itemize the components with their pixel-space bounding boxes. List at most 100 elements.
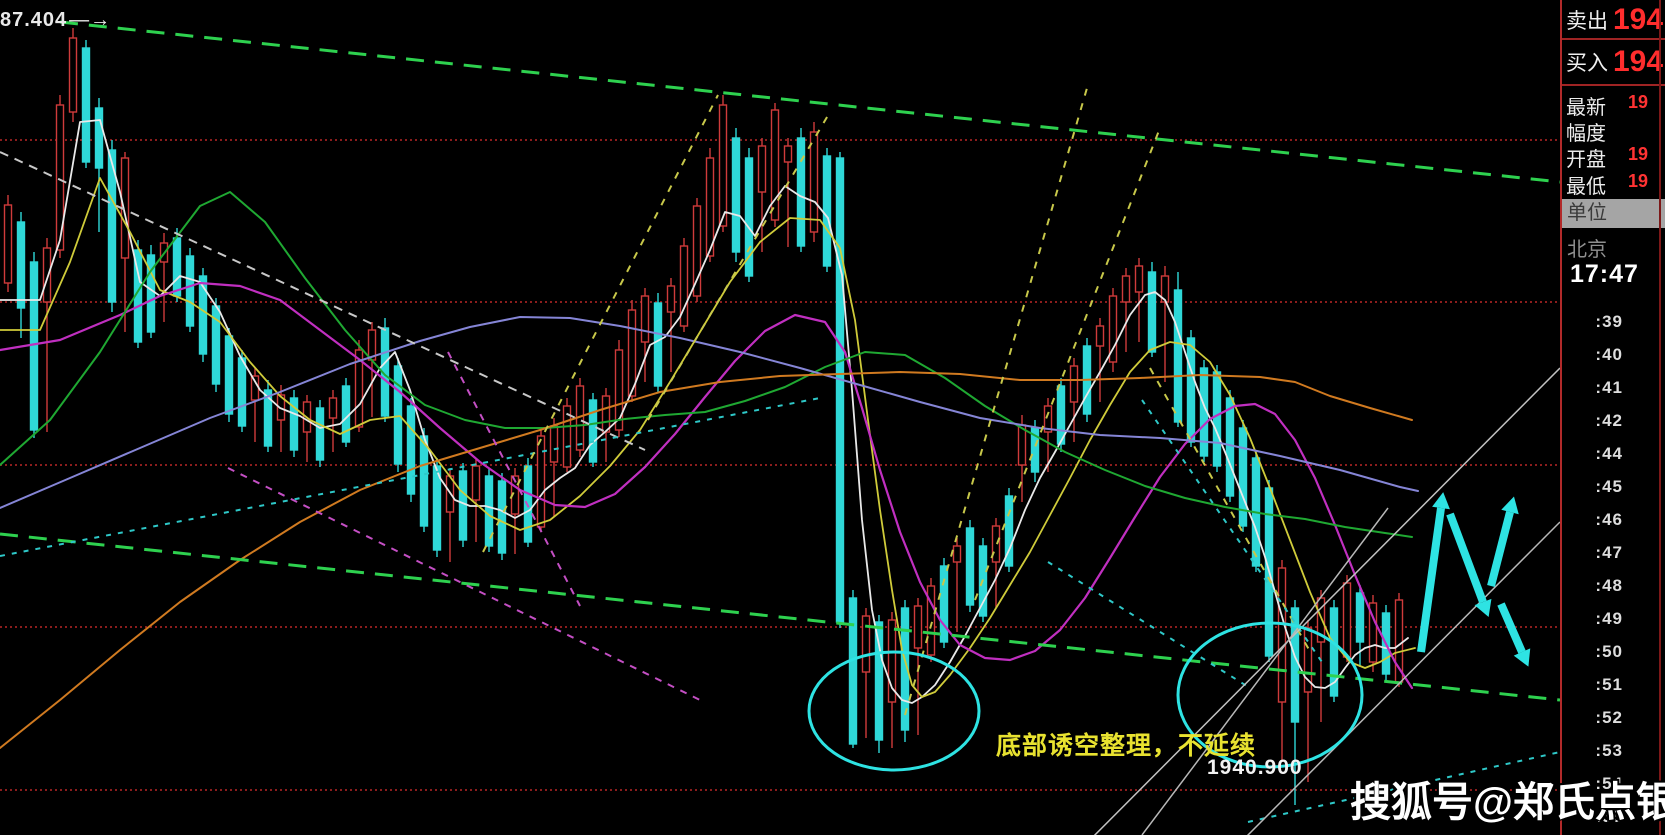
n-pattern-up-2	[1487, 496, 1519, 587]
candle	[744, 148, 754, 282]
buy-label: 买入	[1566, 52, 1608, 75]
minute-label: :50	[1595, 642, 1623, 661]
cyan-ascending-bottom	[1247, 751, 1560, 823]
candle	[796, 128, 806, 252]
analysis-annotation: 底部诱空整理，不延续	[996, 732, 1257, 760]
candle	[1043, 398, 1053, 472]
candle	[1121, 268, 1131, 352]
candle	[341, 378, 351, 447]
ma-yellow	[0, 177, 1416, 698]
channel-upper-green	[59, 20, 1560, 184]
candle	[965, 520, 975, 612]
candle	[497, 473, 507, 560]
candle	[640, 288, 650, 382]
ma-green	[0, 191, 1413, 538]
minute-label: :45	[1595, 477, 1623, 496]
n-pattern-down-2	[1497, 602, 1531, 667]
candle	[1329, 600, 1339, 702]
ma-periwinkle	[0, 316, 1419, 509]
candle	[211, 298, 221, 392]
low-circle-2	[1176, 621, 1364, 769]
candle	[1095, 318, 1105, 402]
candle	[536, 428, 546, 532]
candle	[1277, 560, 1287, 762]
candle	[679, 238, 689, 332]
sell-price: 194	[1613, 3, 1664, 36]
high-price-text: 87.404	[0, 9, 68, 31]
candle	[848, 590, 858, 748]
minute-label: :51	[1595, 675, 1623, 694]
candle	[731, 128, 741, 262]
open-label: 开盘	[1566, 149, 1606, 171]
low-value: 19	[1628, 171, 1649, 191]
candle	[757, 138, 767, 252]
candle	[549, 418, 559, 517]
gray-rising-lower	[1246, 521, 1560, 835]
candle	[1134, 258, 1144, 342]
buy-price: 194	[1613, 45, 1664, 78]
minute-label: :46	[1595, 510, 1623, 529]
cyan-falling-right	[1047, 561, 1251, 689]
candle	[289, 390, 299, 457]
candle	[1160, 266, 1170, 382]
minute-label: :52	[1595, 708, 1623, 727]
ma-white	[0, 119, 1409, 704]
chart-plot-area[interactable]	[0, 20, 1560, 835]
candle	[432, 458, 442, 557]
session-high-label: 87.404 —→	[0, 9, 111, 32]
minute-label: :48	[1595, 576, 1623, 595]
yellow-rising-4	[974, 127, 1161, 601]
minute-label: :47	[1595, 543, 1623, 562]
candle	[68, 28, 78, 122]
candle	[692, 198, 702, 302]
range-label: 幅度	[1566, 123, 1606, 145]
sell-label: 卖出	[1566, 10, 1608, 33]
beijing-clock: 17:47	[1570, 260, 1639, 288]
candle	[354, 340, 364, 432]
candle	[1342, 575, 1352, 662]
yellow-rising-3	[904, 87, 1088, 716]
divider	[1562, 84, 1665, 86]
candle	[224, 328, 234, 422]
n-pattern-up-1	[1417, 492, 1450, 653]
divider	[1562, 38, 1665, 40]
candle	[315, 400, 325, 467]
candle	[1147, 262, 1157, 357]
candle	[705, 148, 715, 262]
candle	[302, 395, 312, 462]
candle	[1030, 420, 1040, 482]
minute-label: :53	[1595, 741, 1623, 760]
unit-tab[interactable]: 单位	[1562, 199, 1665, 228]
candle	[1004, 488, 1014, 572]
candle	[588, 393, 598, 467]
city-label: 北京	[1567, 239, 1607, 261]
candle	[1355, 585, 1365, 667]
magenta-descending-2	[447, 351, 581, 607]
candle	[42, 238, 52, 432]
buy-quote-row: 买入 194	[1566, 45, 1665, 79]
candle	[783, 138, 793, 247]
white-descending	[0, 151, 646, 451]
candle	[991, 518, 1001, 608]
candle	[822, 148, 832, 272]
ma-orange	[0, 371, 1413, 749]
candle	[926, 578, 936, 662]
candle	[809, 122, 819, 242]
session-low-label: 1940.900	[1207, 756, 1303, 779]
candle	[146, 245, 156, 338]
candle	[562, 398, 572, 472]
low-label: 最低	[1566, 176, 1606, 198]
candle	[653, 293, 663, 392]
minute-label: :40	[1595, 345, 1623, 364]
candle	[393, 358, 403, 472]
candle	[1368, 595, 1378, 672]
candle	[1212, 365, 1222, 472]
range-row: 幅度	[1566, 117, 1665, 146]
minute-label: :39	[1595, 312, 1623, 331]
candle	[900, 600, 910, 742]
magenta-descending-1	[227, 467, 701, 701]
open-row: 开盘 19	[1566, 143, 1665, 172]
gray-rising-steep	[1141, 507, 1389, 835]
minute-label: :54	[1595, 774, 1623, 793]
